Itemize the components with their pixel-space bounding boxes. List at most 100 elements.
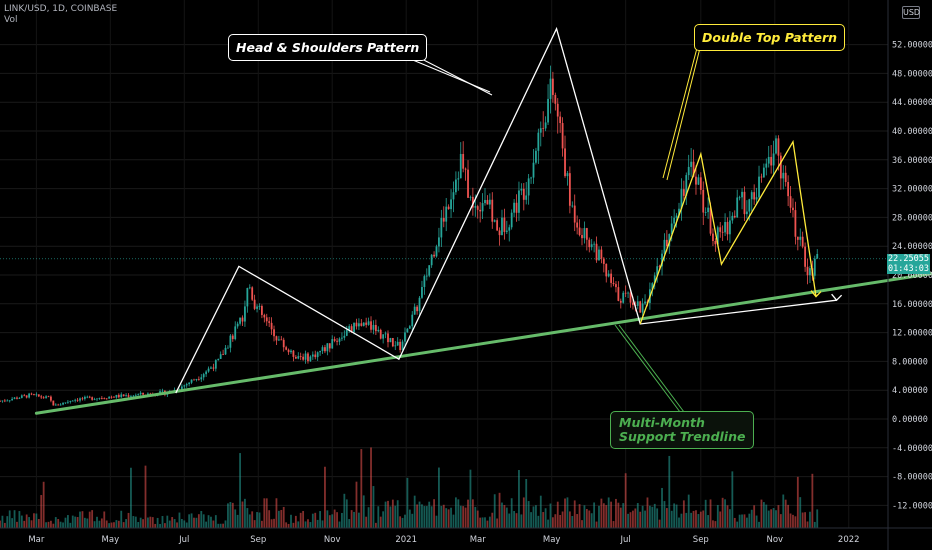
- candle-body: [282, 339, 285, 348]
- candle-body: [265, 317, 268, 322]
- volume-bar: [270, 519, 273, 528]
- volume-bar: [307, 519, 309, 528]
- volume-bar: [726, 505, 729, 528]
- volume-bar: [164, 523, 166, 528]
- volume-bar: [496, 518, 499, 528]
- volume-bar: [134, 516, 137, 528]
- candle-body: [304, 353, 307, 360]
- candle-body: [372, 324, 375, 330]
- candle-body: [263, 314, 266, 318]
- candle-body: [91, 397, 94, 400]
- volume-bar: [168, 520, 171, 528]
- volume-bar: [716, 505, 719, 528]
- volume-bar: [268, 510, 271, 528]
- volume-bar: [464, 507, 467, 528]
- candle-body: [387, 333, 389, 343]
- dt-arrowhead: [810, 290, 822, 298]
- volume-bar: [246, 508, 249, 528]
- candle-body: [556, 103, 559, 117]
- volume-bar: [30, 520, 33, 528]
- candle-body: [709, 207, 712, 234]
- candle-body: [566, 173, 569, 177]
- candle-body: [273, 329, 275, 337]
- volume-bar: [484, 517, 486, 528]
- volume-bar: [69, 522, 72, 528]
- symbol-title[interactable]: LINK/USD, 1D, COINBASE: [4, 4, 118, 14]
- candle-body: [794, 210, 797, 237]
- volume-bar: [178, 512, 181, 528]
- candle-body: [607, 273, 610, 277]
- volume-bar: [130, 467, 132, 528]
- candle-body: [535, 150, 537, 163]
- candle-body: [486, 199, 489, 205]
- volume-bar: [287, 523, 290, 528]
- candle-body: [513, 202, 515, 213]
- y-tick-label: 52.00000: [892, 41, 932, 51]
- candle-body: [636, 301, 639, 306]
- candle-body: [212, 367, 215, 369]
- candle-body: [217, 358, 220, 361]
- candle-body: [736, 197, 739, 218]
- volume-bar: [282, 506, 285, 528]
- candle-body: [11, 398, 14, 401]
- candle-body: [193, 379, 195, 381]
- volume-bar: [515, 513, 518, 528]
- volume-bar: [76, 517, 79, 528]
- volume-bar: [772, 508, 775, 528]
- volume-bar: [680, 513, 683, 528]
- candle-body: [319, 351, 321, 353]
- candle-body: [210, 367, 212, 369]
- volume-bar: [219, 523, 222, 528]
- currency-button[interactable]: USD: [902, 6, 921, 19]
- volume-bar: [239, 453, 241, 528]
- candle-body: [624, 292, 627, 294]
- volume-bar: [81, 511, 84, 528]
- volume-bar: [411, 513, 414, 528]
- candle-body: [125, 395, 127, 397]
- volume-bar: [440, 505, 443, 528]
- y-tick-label: 32.00000: [892, 185, 932, 195]
- volume-bar: [57, 519, 60, 528]
- candle-body: [578, 227, 581, 236]
- volume-bar: [505, 507, 508, 528]
- candle-body: [605, 263, 608, 277]
- candle-body: [564, 148, 566, 177]
- candle-body: [270, 322, 273, 330]
- candle-body: [520, 188, 523, 191]
- candle-body: [644, 301, 646, 304]
- candle-body: [775, 138, 777, 154]
- volume-bar: [661, 487, 663, 528]
- y-tick-label: 48.00000: [892, 69, 932, 79]
- candle-body: [353, 322, 355, 332]
- volume-bar: [641, 505, 644, 528]
- candle-body: [83, 396, 86, 399]
- volume-bar: [258, 512, 261, 528]
- volume-bar: [559, 514, 562, 528]
- volume-bar: [721, 497, 724, 528]
- volume-bar: [595, 521, 598, 528]
- volume-bar: [224, 520, 227, 528]
- candle-body: [113, 396, 115, 398]
- candle-body: [593, 243, 596, 245]
- y-tick-label: 20.00000: [892, 271, 932, 281]
- volume-bar: [406, 477, 409, 528]
- candle-body: [573, 205, 576, 223]
- candle-body: [382, 334, 385, 339]
- candle-body: [355, 322, 358, 327]
- candle-body: [20, 395, 23, 398]
- volume-bar: [646, 497, 649, 528]
- candle-body: [729, 220, 731, 235]
- volume-bar: [471, 499, 474, 528]
- candle-body: [721, 231, 724, 233]
- volume-bar: [542, 512, 545, 528]
- volume-bar: [459, 505, 462, 528]
- candle-body: [413, 306, 416, 315]
- volume-bar: [435, 515, 438, 528]
- candle-body: [336, 340, 338, 342]
- candle-body: [425, 275, 428, 277]
- volume-bar: [784, 499, 787, 528]
- candle-body: [110, 396, 113, 398]
- volume-bar: [488, 516, 491, 528]
- candle-body: [258, 306, 261, 307]
